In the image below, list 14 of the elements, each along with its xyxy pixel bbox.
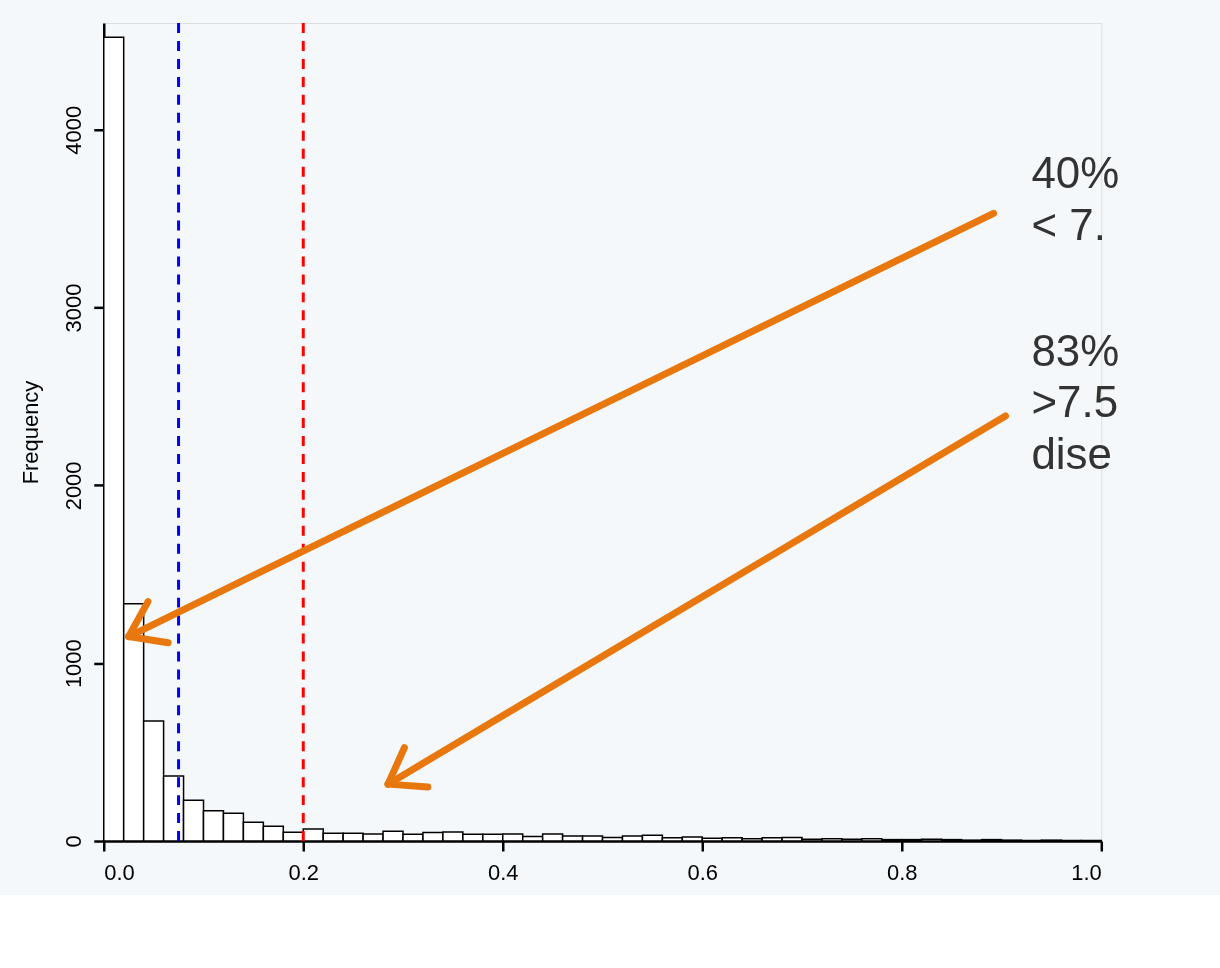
y-tick-label: 3000 bbox=[61, 283, 87, 333]
y-tick-label: 0 bbox=[61, 835, 87, 848]
x-tick-label: 0.2 bbox=[288, 860, 319, 886]
y-tick-label: 4000 bbox=[61, 105, 87, 155]
x-tick-label: 0.8 bbox=[887, 860, 918, 886]
x-tick-label: 0.0 bbox=[104, 860, 135, 886]
annotation: 40% < 7. bbox=[1031, 147, 1120, 249]
annotation: 83% >7.5 dise bbox=[1031, 325, 1120, 479]
x-tick-label: 1.0 bbox=[1071, 860, 1102, 886]
x-tick-label: 0.4 bbox=[488, 860, 519, 886]
y-tick-label: 1000 bbox=[61, 639, 87, 689]
x-tick-label: 0.6 bbox=[687, 860, 719, 886]
y-tick-label: 2000 bbox=[61, 461, 87, 511]
y-axis-title: Frequency bbox=[18, 380, 44, 485]
